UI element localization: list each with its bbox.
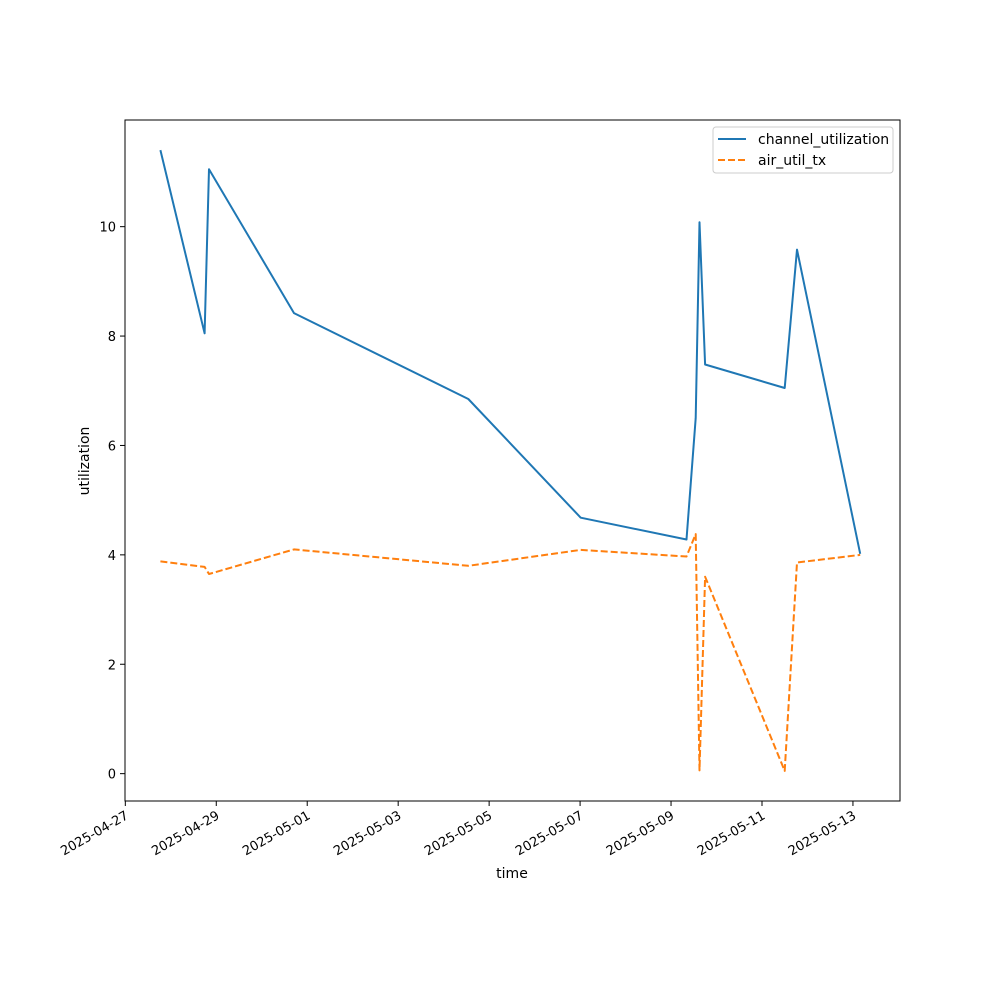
y-tick-label: 6 <box>108 439 116 454</box>
y-tick-label: 2 <box>108 658 116 673</box>
y-tick-label: 8 <box>108 330 116 345</box>
y-tick-label: 4 <box>108 549 116 564</box>
y-tick-label: 10 <box>99 221 116 236</box>
series-line-air_util_tx <box>160 533 861 772</box>
plot-area <box>124 119 901 802</box>
legend-label-channel_utilization: channel_utilization <box>758 132 889 148</box>
plot-frame <box>124 119 901 802</box>
y-axis: 0 2 4 6 8 10 <box>99 221 125 783</box>
x-axis-label: time <box>496 866 528 882</box>
legend-label-air_util_tx: air_util_tx <box>758 153 826 169</box>
legend: channel_utilization air_util_tx <box>712 126 894 174</box>
series-line-channel_utilization <box>159 149 862 555</box>
y-tick-label: 0 <box>108 768 116 783</box>
legend-box <box>712 126 894 174</box>
y-axis-label: utilization <box>77 427 93 496</box>
